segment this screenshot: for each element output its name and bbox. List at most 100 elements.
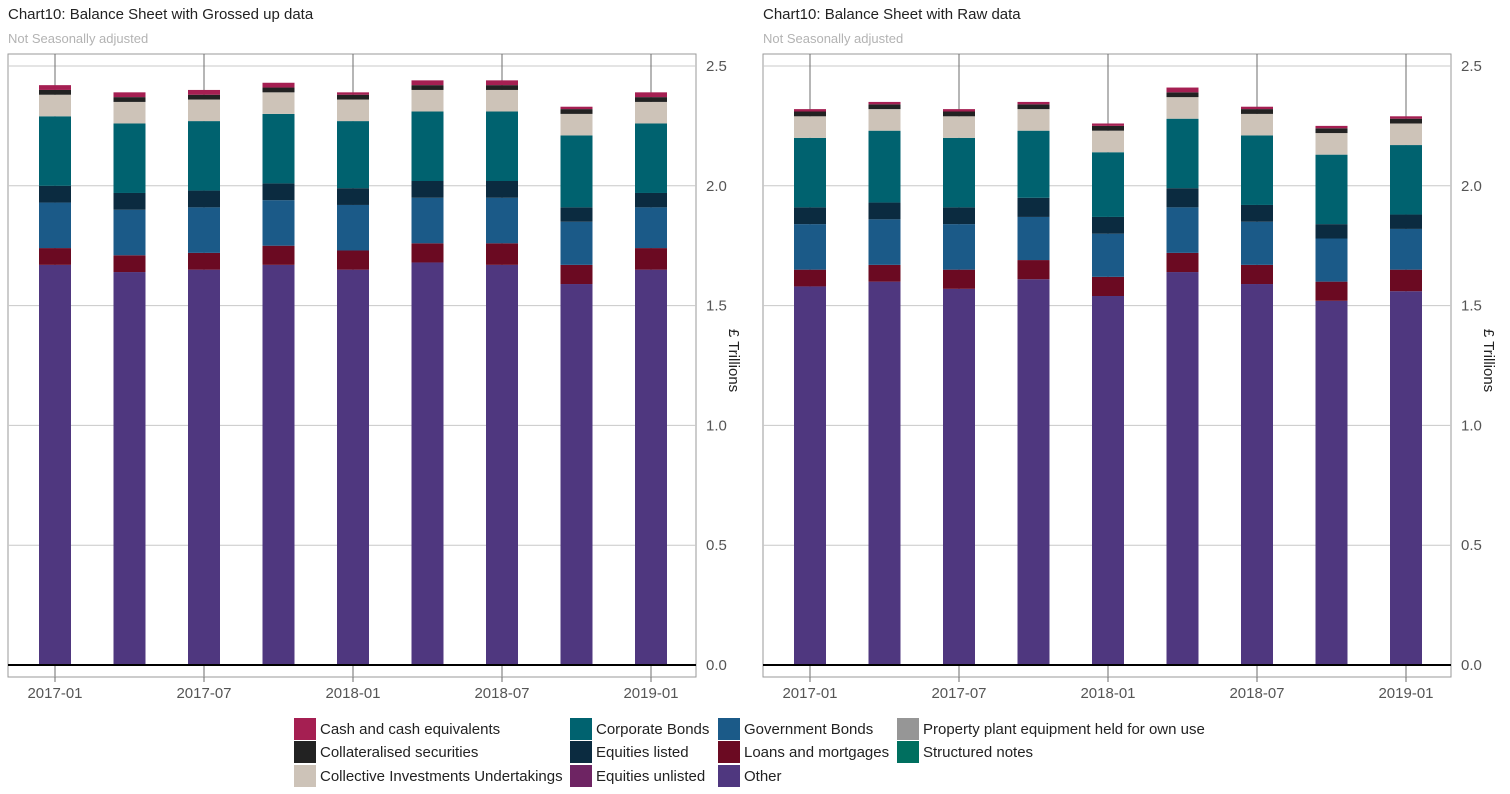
legend-swatch xyxy=(570,765,592,787)
bar-segment xyxy=(1092,152,1124,217)
chart-panel-raw: Chart10: Balance Sheet with Raw data Not… xyxy=(755,0,1510,702)
bar-segment xyxy=(1241,106,1273,110)
bar-segment xyxy=(486,264,518,666)
bar-segment xyxy=(1241,264,1273,285)
bar-segment xyxy=(113,192,146,210)
bar-segment xyxy=(39,185,71,203)
bar-segment xyxy=(113,97,146,102)
bar-segment xyxy=(1390,214,1422,229)
bar-segment xyxy=(337,99,369,122)
bar-segment xyxy=(560,109,593,114)
chart-grossed-up: 0.0 0.5 1.0 1.5 2.0 2.5 2017-01 2017-07 2018-01 2… xyxy=(7,53,742,702)
x-tick-label: 2019-01 xyxy=(1378,685,1433,702)
legend-item-collateralised: Collateralised securities xyxy=(294,741,478,763)
bar-segment xyxy=(262,245,295,265)
bar-segment xyxy=(411,85,444,90)
bar-segment xyxy=(113,123,146,193)
bar-segment xyxy=(337,204,369,251)
x-tick-label: 2017-07 xyxy=(176,685,231,702)
legend-swatch xyxy=(294,718,316,740)
bar-segment xyxy=(943,116,975,138)
bar-segment xyxy=(39,202,71,249)
bar-segment xyxy=(486,180,518,198)
x-tick-label: 2018-01 xyxy=(1080,685,1135,702)
bar-segment xyxy=(262,183,295,201)
bar-segment xyxy=(486,111,518,181)
bar-segment xyxy=(39,89,71,95)
bar-segment xyxy=(1315,281,1348,301)
bar-segment xyxy=(1241,109,1273,114)
bar-segment xyxy=(188,94,220,100)
bar-segment xyxy=(635,207,667,249)
y-tick-label: 1.5 xyxy=(1461,298,1482,315)
legend-item-government-bonds: Government Bonds xyxy=(718,718,873,740)
bar-segment xyxy=(794,207,826,225)
legend-swatch xyxy=(570,718,592,740)
bar-segment xyxy=(1315,133,1348,155)
bar-segment xyxy=(1315,224,1348,239)
bar-segment xyxy=(262,264,295,666)
bar-segment xyxy=(411,262,444,666)
bar-segment xyxy=(560,207,593,222)
bar-segment xyxy=(560,106,593,110)
bar-segment xyxy=(1092,130,1124,153)
bar-segment xyxy=(868,104,901,110)
bar-segment xyxy=(1092,125,1124,131)
bar-segment xyxy=(794,224,826,270)
y-tick-label: 2.5 xyxy=(706,58,727,75)
bar-segment xyxy=(337,121,369,189)
bar-segment xyxy=(1390,123,1422,146)
bar-segment xyxy=(1092,233,1124,277)
legend-label: Cash and cash equivalents xyxy=(320,720,501,738)
bar-segment xyxy=(1315,154,1348,225)
bar-segment xyxy=(1017,101,1050,105)
bar-segment xyxy=(337,269,369,666)
bar-segment xyxy=(1241,113,1273,136)
y-tick-label: 2.5 xyxy=(1461,58,1482,75)
bar-segment xyxy=(635,123,667,193)
bar-segment xyxy=(560,264,593,285)
bar-segment xyxy=(337,250,369,270)
bar-segment xyxy=(794,111,826,117)
bar-segment xyxy=(188,121,220,191)
bar-segment xyxy=(943,288,975,666)
bar-segment xyxy=(635,248,667,270)
bar-segment xyxy=(560,135,593,208)
y-tick-label: 0.5 xyxy=(1461,537,1482,554)
legend-label: Property plant equipment held for own us… xyxy=(923,720,1205,738)
legend-label: Structured notes xyxy=(923,743,1034,761)
bar-segment xyxy=(943,269,975,289)
legend-label: Collective Investments Undertakings xyxy=(320,767,563,785)
bar-segment xyxy=(39,85,71,90)
chart-subtitle: Not Seasonally adjusted xyxy=(763,31,904,46)
bar-segment xyxy=(943,207,975,225)
bar-segment xyxy=(868,109,901,131)
bar-segment xyxy=(188,89,220,95)
bar-segment xyxy=(868,202,901,220)
bar-segment xyxy=(337,92,369,95)
legend-label: Equities unlisted xyxy=(596,767,706,785)
legend-item-structured-notes: Structured notes xyxy=(897,741,1033,763)
bar-segment xyxy=(1092,216,1124,234)
bar-segment xyxy=(635,101,667,124)
bar-segment xyxy=(188,207,220,253)
legend-label: Other xyxy=(744,767,782,785)
bar-segment xyxy=(1166,97,1199,119)
bar-segment xyxy=(794,109,826,112)
bar-segment xyxy=(39,116,71,186)
bar-segment xyxy=(1166,92,1199,98)
bar-segment xyxy=(635,192,667,208)
legend-swatch xyxy=(294,741,316,763)
bar-segment xyxy=(1092,296,1124,666)
bar-segment xyxy=(1017,109,1050,131)
bar-segment xyxy=(1390,269,1422,292)
bar-segment xyxy=(943,111,975,117)
y-tick-label: 2.0 xyxy=(1461,178,1482,195)
bar-segment xyxy=(262,92,295,114)
bar-segment xyxy=(1017,216,1050,261)
y-tick-label: 0.0 xyxy=(706,657,727,674)
bar-segment xyxy=(868,219,901,265)
bar-segment xyxy=(411,197,444,244)
bar-segment xyxy=(868,101,901,105)
legend-item-property: Property plant equipment held for own us… xyxy=(897,718,1205,740)
